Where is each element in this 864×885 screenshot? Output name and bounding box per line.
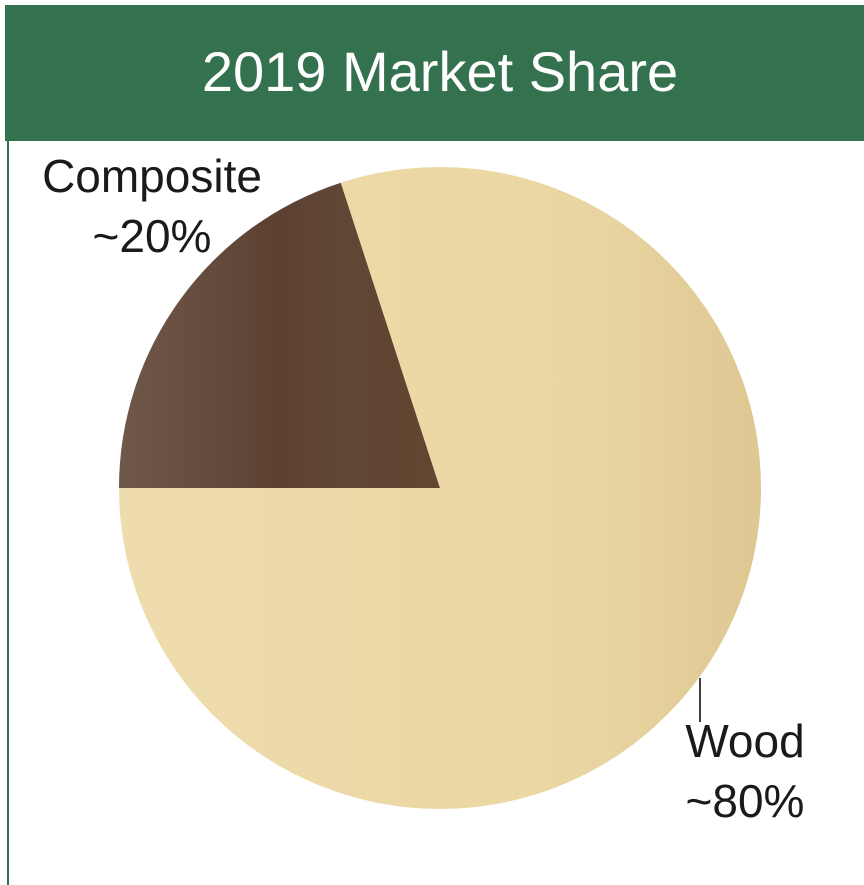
slice-label: Composite xyxy=(42,150,262,202)
chart-title: 2019 Market Share xyxy=(202,40,678,103)
slice-texture xyxy=(119,182,440,488)
slice-value-label: ~20% xyxy=(93,210,212,262)
slice-label: Wood xyxy=(685,715,804,767)
title-bar xyxy=(5,5,864,141)
slice-texture xyxy=(119,167,761,810)
slice-value-label: ~80% xyxy=(686,775,805,827)
